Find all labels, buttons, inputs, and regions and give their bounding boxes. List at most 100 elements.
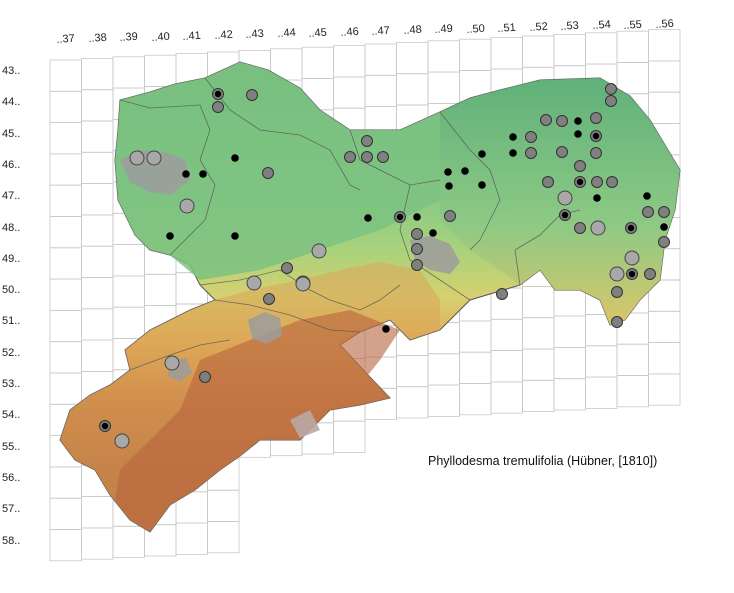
grid-column-label: ..53 — [560, 20, 579, 33]
grid-cell — [82, 278, 114, 309]
grid-column-label: ..39 — [119, 31, 138, 44]
record-dot-light — [115, 434, 129, 448]
grid-column-label: ..42 — [214, 29, 233, 42]
grid-cell — [523, 380, 555, 411]
record-dot-grey — [282, 263, 293, 274]
grid-cell — [82, 184, 114, 215]
grid-cell — [428, 354, 460, 385]
record-dot-black — [593, 194, 601, 202]
record-dot-grey — [575, 223, 586, 234]
record-dot-light — [625, 251, 639, 265]
record-dot-light — [147, 151, 161, 165]
grid-cell — [50, 498, 82, 529]
grid-cell — [50, 467, 82, 498]
grid-cell — [617, 344, 649, 375]
grid-cell — [617, 376, 649, 407]
grid-column-label: ..50 — [466, 22, 485, 35]
grid-cell — [50, 123, 82, 154]
record-dot-grey — [557, 116, 568, 127]
grid-cell — [113, 526, 145, 557]
grid-column-label: ..54 — [592, 19, 611, 32]
grid-cell — [50, 530, 82, 561]
grid-cell — [82, 246, 114, 277]
record-dot-grey — [592, 177, 603, 188]
record-dot-grey — [557, 147, 568, 158]
record-dot-black — [413, 213, 421, 221]
record-dot-grey — [445, 211, 456, 222]
record-dot-grey — [247, 90, 258, 101]
grid-column-label: ..48 — [403, 24, 422, 37]
record-dot-black-center — [629, 271, 635, 277]
record-dot-light — [165, 356, 179, 370]
grid-cell — [82, 497, 114, 528]
record-dot-grey — [659, 207, 670, 218]
grid-cell — [586, 377, 618, 408]
grid-cell — [113, 57, 145, 88]
grid-cell — [365, 44, 397, 75]
grid-cell — [208, 522, 240, 553]
grid-row-label: 53.. — [2, 378, 20, 390]
record-dot-black — [231, 232, 239, 240]
grid-cell — [617, 31, 649, 62]
grid-cell — [113, 245, 145, 276]
grid-cell — [82, 121, 114, 152]
species-caption: Phyllodesma tremulifolia (Hübner, [1810]… — [428, 454, 657, 468]
record-dot-grey — [345, 152, 356, 163]
record-dot-black-center — [628, 225, 634, 231]
record-dot-light — [591, 221, 605, 235]
grid-cell — [50, 185, 82, 216]
grid-cell — [334, 421, 366, 452]
grid-cell — [50, 279, 82, 310]
grid-cell — [491, 38, 523, 69]
grid-cell — [491, 382, 523, 413]
grid-cell — [523, 349, 555, 380]
grid-cell — [491, 351, 523, 382]
grid-column-label: ..41 — [182, 30, 201, 43]
grid-column-label: ..43 — [245, 28, 264, 41]
grid-column-label: ..38 — [88, 32, 107, 45]
grid-cell — [428, 41, 460, 72]
record-dot-black — [444, 168, 452, 176]
grid-column-label: ..45 — [308, 26, 327, 39]
record-dot-black — [509, 133, 517, 141]
grid-column-label: ..37 — [56, 33, 75, 46]
grid-cell — [649, 92, 681, 123]
grid-cell — [50, 217, 82, 248]
grid-cell — [649, 343, 681, 374]
grid-cell — [460, 39, 492, 70]
grid-cell — [428, 385, 460, 416]
grid-cell — [649, 30, 681, 61]
grid-row-label: 52.. — [2, 347, 20, 359]
grid-cell — [208, 490, 240, 521]
record-dot-grey — [264, 294, 275, 305]
record-dot-black-center — [593, 133, 599, 139]
record-dot-grey — [659, 237, 670, 248]
record-dot-black-center — [562, 212, 568, 218]
grid-cell — [50, 248, 82, 279]
grid-cell — [82, 90, 114, 121]
grid-cell — [617, 63, 649, 94]
grid-cell — [491, 319, 523, 350]
record-dot-light — [130, 151, 144, 165]
record-dot-grey — [612, 287, 623, 298]
record-dot-grey — [362, 152, 373, 163]
record-dot-grey — [575, 161, 586, 172]
grid-cell — [397, 42, 429, 73]
grid-cell — [82, 215, 114, 246]
record-dot-grey — [612, 317, 623, 328]
record-dot-grey — [362, 136, 373, 147]
grid-cell — [145, 274, 177, 305]
grid-cell — [460, 384, 492, 415]
record-dot-grey — [606, 96, 617, 107]
grid-cell — [586, 33, 618, 64]
grid-row-label: 49.. — [2, 253, 20, 265]
record-dot-black-center — [215, 91, 221, 97]
grid-cell — [334, 46, 366, 77]
grid-cell — [460, 352, 492, 383]
grid-cell — [365, 75, 397, 106]
record-dot-grey — [412, 229, 423, 240]
record-dot-black — [461, 167, 469, 175]
grid-cell — [397, 355, 429, 386]
record-dot-black — [574, 117, 582, 125]
